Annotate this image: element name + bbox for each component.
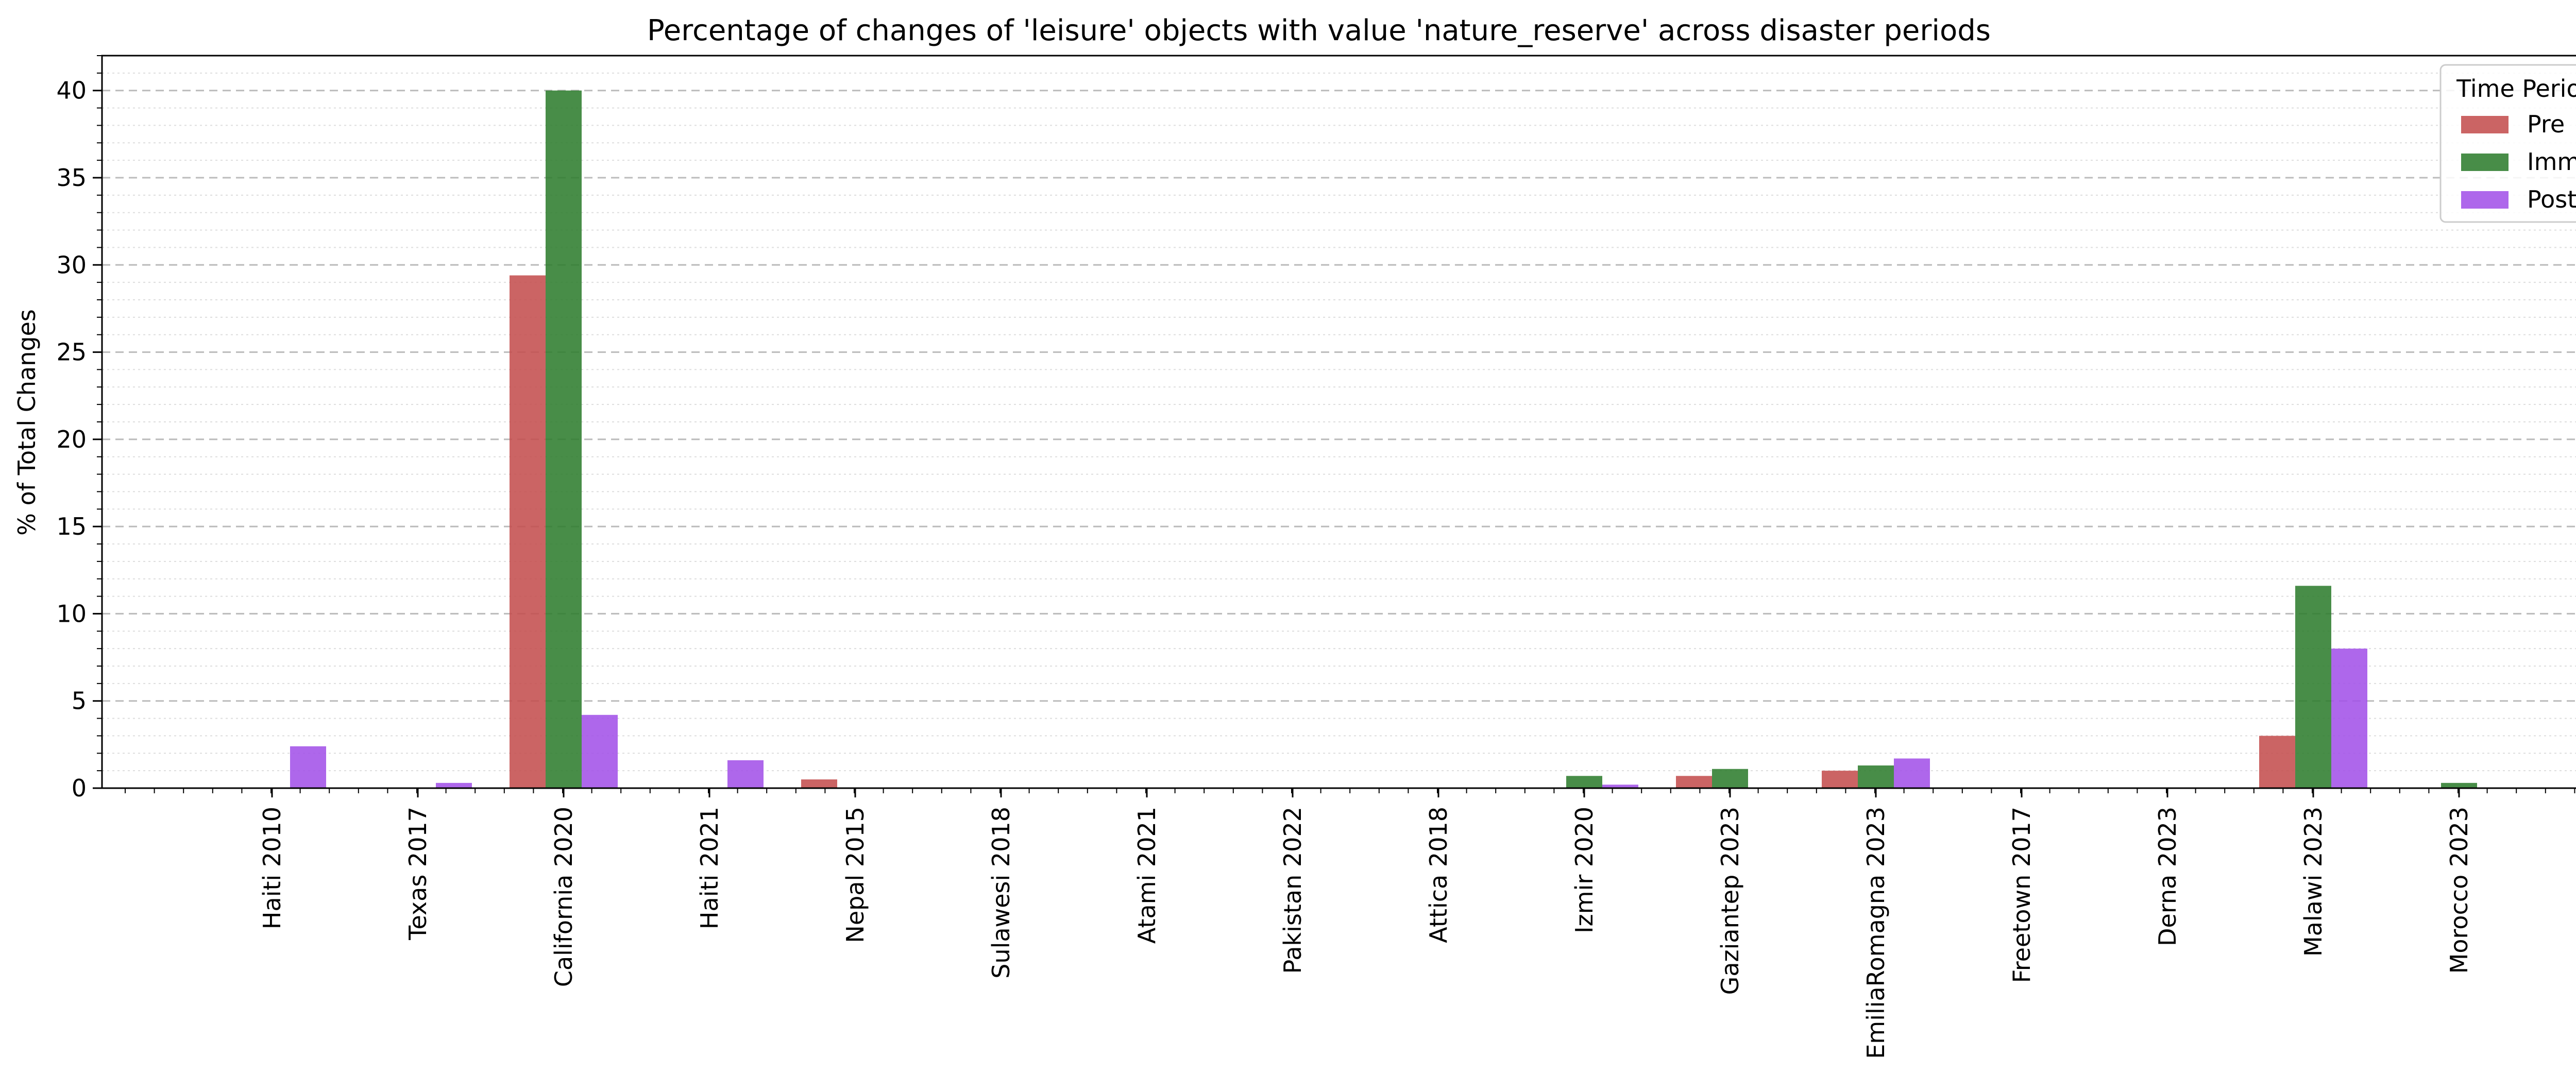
gridlines: [102, 72, 2576, 772]
x-tick-label: Atami 2021: [1133, 807, 1161, 944]
legend-swatch-pre: [2461, 116, 2509, 133]
x-tick-label: Haiti 2021: [696, 807, 723, 929]
x-tick-label: Freetown 2017: [2008, 807, 2036, 983]
bar-post: [436, 782, 472, 788]
x-tick-label: California 2020: [550, 807, 578, 987]
y-tick-label: 5: [72, 687, 87, 715]
bar-post: [2331, 649, 2367, 788]
x-tick-label: EmiliaRomagna 2023: [1862, 807, 1890, 1059]
legend-swatch-imm: [2461, 154, 2509, 171]
legend-label-post: Post: [2527, 185, 2576, 213]
x-tick-label: Sulawesi 2018: [987, 807, 1015, 979]
x-tick-label: Malawi 2023: [2299, 807, 2327, 957]
bar-pre: [2259, 736, 2295, 788]
bar-imm: [546, 90, 582, 789]
chart-title: Percentage of changes of 'leisure' objec…: [647, 14, 1991, 47]
x-tick-label: Pakistan 2022: [1279, 807, 1307, 974]
bar-pre: [510, 275, 546, 788]
x-tick-label: Derna 2023: [2154, 807, 2181, 946]
x-tick-label: Izmir 2020: [1570, 807, 1598, 933]
legend-label-pre: Pre: [2527, 110, 2565, 138]
legend-swatch-post: [2461, 191, 2509, 209]
legend: Time Period Pre Imm Post: [2439, 64, 2576, 223]
bar-pre: [1822, 771, 1858, 788]
y-tick-label: 0: [72, 774, 87, 802]
bar-post: [1894, 758, 1930, 788]
y-tick-label: 30: [56, 251, 87, 279]
bar-imm: [1712, 769, 1748, 788]
bar-pre: [1676, 776, 1712, 788]
legend-label-imm: Imm: [2527, 148, 2576, 176]
y-tick-label: 25: [56, 338, 87, 366]
x-tick-label: Nepal 2015: [841, 807, 869, 943]
y-tick-label: 35: [56, 164, 87, 192]
legend-items: Pre Imm Post: [2461, 110, 2576, 213]
x-tick-label: Haiti 2010: [258, 807, 286, 929]
bar-imm: [2295, 586, 2331, 788]
y-tick-label: 40: [56, 77, 87, 105]
legend-frame: [2439, 64, 2576, 223]
bar-post: [582, 714, 618, 788]
x-tick-label: Gaziantep 2023: [1716, 807, 1744, 995]
bars: [290, 90, 2477, 789]
x-tick-label: Texas 2017: [404, 807, 432, 941]
bar-pre: [801, 779, 837, 788]
y-axis-title: % of Total Changes: [13, 309, 41, 535]
bar-post: [1602, 785, 1638, 788]
x-tick-label: Attica 2018: [1425, 807, 1452, 943]
legend-title: Time Period: [2456, 75, 2576, 103]
bar-imm: [1858, 765, 1894, 788]
bar-imm: [2441, 782, 2477, 788]
bar-imm: [1566, 776, 1602, 788]
y-tick-label: 15: [56, 513, 87, 540]
bar-post: [290, 746, 326, 788]
y-tick-label: 20: [56, 425, 87, 453]
bar-post: [727, 760, 764, 788]
axes: 0 5 10 15 20 25 30 35 40 Haiti 2010 Texas 2017 Cali…: [56, 55, 2576, 1059]
y-tick-label: 10: [56, 600, 87, 627]
x-tick-label: Morocco 2023: [2445, 807, 2473, 974]
